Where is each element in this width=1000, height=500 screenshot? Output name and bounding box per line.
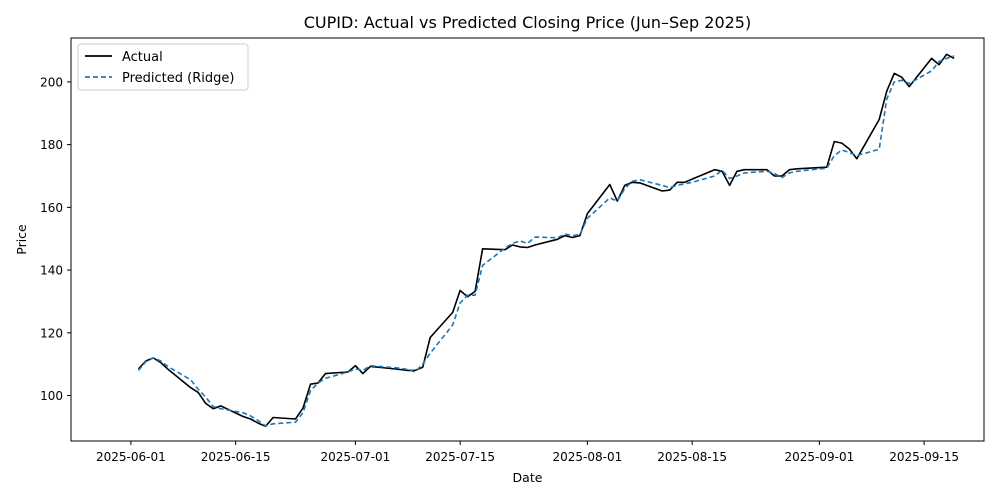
x-tick-label: 2025-06-15 [201, 450, 271, 464]
axis-ticks: 2025-06-01 2025-06-15 2025-07-01 2025-07-15… [40, 75, 959, 464]
x-tick-label: 2025-08-15 [657, 450, 727, 464]
x-tick-label: 2025-09-01 [784, 450, 854, 464]
legend-label-actual: Actual [122, 50, 163, 65]
plot-frame [70, 37, 985, 442]
y-tick-label: 160 [40, 201, 63, 215]
chart-title: CUPID: Actual vs Predicted Closing Price… [304, 13, 751, 32]
x-tick-label: 2025-07-15 [425, 450, 495, 464]
legend: Actual Predicted (Ridge) [77, 43, 249, 91]
y-axis-label: Price [14, 224, 29, 255]
legend-box [77, 43, 249, 91]
y-tick-label: 200 [40, 75, 63, 89]
y-tick-label: 180 [40, 138, 63, 152]
x-axis-label: Date [513, 470, 543, 485]
y-tick-label: 100 [40, 389, 63, 403]
series-group [137, 53, 955, 428]
x-tick-label: 2025-06-01 [96, 450, 166, 464]
x-tick-label: 2025-07-01 [321, 450, 391, 464]
legend-label-predicted: Predicted (Ridge) [122, 71, 234, 86]
series-line-actual [137, 53, 955, 428]
y-tick-label: 120 [40, 326, 63, 340]
plot-area: 2025-06-01 2025-06-15 2025-07-01 2025-07-15… [40, 37, 985, 464]
y-tick-label: 140 [40, 264, 63, 278]
x-tick-label: 2025-08-01 [552, 450, 622, 464]
series-line-predicted [137, 55, 955, 427]
x-tick-label: 2025-09-15 [889, 450, 959, 464]
